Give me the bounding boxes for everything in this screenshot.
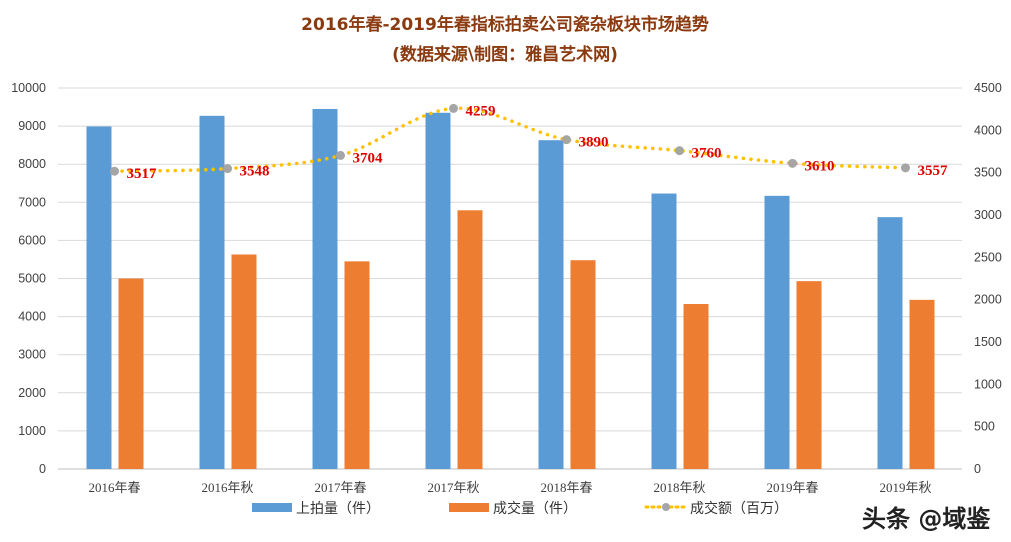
bar-sold [344, 261, 370, 469]
turnover-marker [675, 146, 684, 156]
turnover-data-label: 3548 [240, 164, 270, 180]
legend-swatch-sold [449, 503, 489, 512]
right-axis-tick-label: 2500 [974, 250, 1002, 264]
bar-listed [199, 115, 225, 470]
x-axis-tick-label: 2017年春 [314, 480, 366, 495]
right-axis-tick-label: 4000 [974, 123, 1002, 137]
right-axis-tick-label: 1000 [974, 377, 1002, 391]
left-axis-tick-label: 10000 [11, 81, 46, 95]
left-axis-tick-label: 5000 [18, 272, 46, 286]
bar-listed [651, 193, 677, 470]
right-axis-tick-label: 1500 [974, 335, 1002, 349]
x-axis-tick-label: 2018年春 [540, 480, 592, 495]
line-series: 3517 3548 3704 4259 3890 3760 3610 3557 [110, 103, 948, 182]
legend: 上拍量（件） 成交量（件） 成交额（百万） [252, 500, 788, 517]
x-axis: 2016年春 2016年秋 2017年春 2017年秋 2018年春 2018年秋 2019… [88, 480, 931, 495]
legend-label-listed: 上拍量（件） [296, 501, 380, 517]
right-axis-tick-label: 500 [974, 420, 995, 434]
bar-sold [457, 210, 483, 469]
turnover-line [112, 106, 908, 173]
right-axis: 0 500 1000 1500 2000 2500 3000 3500 4000 4500 [974, 81, 1002, 476]
left-axis-tick-label: 4000 [18, 310, 46, 324]
turnover-data-label: 3760 [692, 146, 722, 162]
turnover-marker [449, 103, 458, 113]
x-axis-tick-label: 2019年秋 [879, 480, 931, 495]
turnover-marker [223, 164, 232, 174]
left-axis-tick-label: 2000 [18, 386, 46, 400]
watermark: 头条 @域鉴 [862, 505, 991, 533]
bar-sold [118, 278, 144, 469]
turnover-data-label: 3704 [353, 150, 384, 166]
x-axis-tick-label: 2017年秋 [427, 480, 479, 495]
chart-subtitle: (数据来源\制图：雅昌艺术网) [392, 44, 618, 65]
turnover-marker [110, 166, 119, 176]
left-axis-tick-label: 7000 [18, 195, 46, 209]
x-axis-tick-label: 2019年春 [766, 480, 818, 495]
left-axis-tick-label: 1000 [18, 424, 46, 438]
left-axis-tick-label: 6000 [18, 233, 46, 247]
left-axis: 0 1000 2000 3000 4000 5000 6000 7000 8000 9000 100… [11, 81, 46, 476]
bar-listed [538, 140, 564, 469]
legend-label-turnover: 成交额（百万） [690, 500, 788, 517]
bar-sold [231, 254, 257, 469]
right-axis-tick-label: 0 [974, 462, 981, 476]
x-axis-tick-label: 2018年秋 [653, 480, 705, 495]
x-axis-tick-label: 2016年秋 [201, 480, 253, 495]
bars [86, 108, 935, 470]
turnover-data-label: 4259 [466, 103, 496, 119]
left-axis-tick-label: 8000 [18, 157, 46, 171]
bar-listed [764, 195, 790, 469]
right-axis-tick-label: 4500 [974, 81, 1002, 95]
bar-listed [877, 217, 903, 469]
bar-listed [312, 108, 338, 469]
turnover-marker [562, 135, 571, 145]
right-axis-tick-label: 2000 [974, 293, 1002, 307]
bar-sold [570, 260, 596, 469]
bar-sold [796, 281, 822, 469]
chart-title: 2016年春-2019年春指标拍卖公司瓷杂板块市场趋势 [301, 14, 709, 35]
legend-label-sold: 成交量（件） [493, 500, 577, 517]
turnover-marker [901, 163, 910, 173]
turnover-data-label: 3610 [805, 158, 835, 174]
left-axis-tick-label: 0 [39, 462, 46, 476]
bar-sold [909, 299, 935, 469]
legend-swatch-listed [252, 503, 292, 512]
turnover-marker [788, 158, 797, 168]
turnover-data-label: 3890 [579, 135, 609, 151]
bar-listed [425, 112, 451, 469]
bar-listed [86, 126, 112, 469]
bar-sold [683, 304, 709, 469]
gridlines [58, 87, 962, 470]
turnover-data-label: 3557 [918, 163, 949, 179]
turnover-data-label: 3517 [127, 166, 158, 182]
x-axis-tick-label: 2016年春 [88, 480, 140, 495]
legend-marker-turnover [662, 503, 670, 511]
right-axis-tick-label: 3000 [974, 208, 1002, 222]
left-axis-tick-label: 3000 [18, 348, 46, 362]
left-axis-tick-label: 9000 [18, 119, 46, 133]
right-axis-tick-label: 3500 [974, 166, 1002, 180]
turnover-marker [336, 150, 345, 160]
